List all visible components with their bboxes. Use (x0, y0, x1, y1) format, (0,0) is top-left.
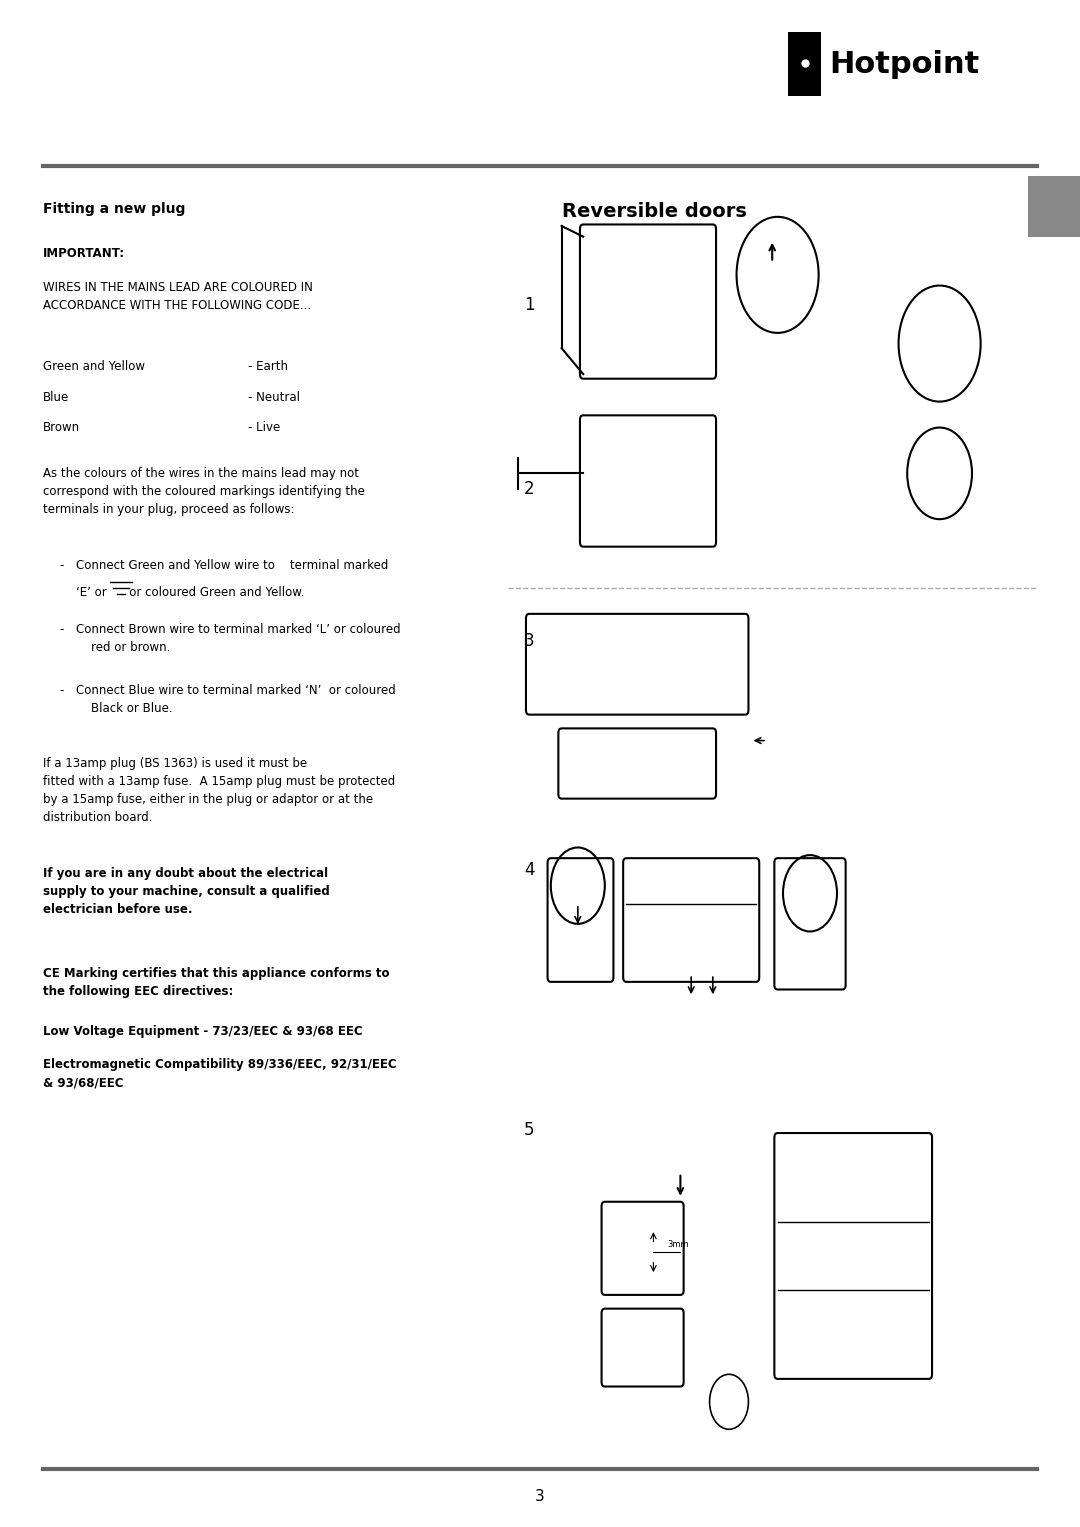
Text: IMPORTANT:: IMPORTANT: (43, 247, 125, 261)
Text: Green and Yellow: Green and Yellow (43, 360, 145, 374)
FancyBboxPatch shape (1028, 176, 1080, 237)
Text: Hotpoint: Hotpoint (829, 50, 980, 78)
Text: Electromagnetic Compatibility 89/336/EEC, 92/31/EEC
& 93/68/EEC: Electromagnetic Compatibility 89/336/EEC… (43, 1058, 396, 1089)
Text: Connect Blue wire to terminal marked ‘N’  or coloured
    Black or Blue.: Connect Blue wire to terminal marked ‘N’… (76, 684, 395, 715)
Text: - Neutral: - Neutral (248, 391, 300, 405)
Text: As the colours of the wires in the mains lead may not
correspond with the colour: As the colours of the wires in the mains… (43, 467, 365, 516)
Text: 3mm: 3mm (667, 1240, 689, 1249)
Text: 5: 5 (524, 1121, 535, 1139)
Text: 1: 1 (524, 296, 535, 315)
Text: ‘E’ or      or coloured Green and Yellow.: ‘E’ or or coloured Green and Yellow. (76, 586, 305, 600)
Text: If you are in any doubt about the electrical
supply to your machine, consult a q: If you are in any doubt about the electr… (43, 867, 330, 916)
Text: WIRES IN THE MAINS LEAD ARE COLOURED IN
ACCORDANCE WITH THE FOLLOWING CODE...: WIRES IN THE MAINS LEAD ARE COLOURED IN … (43, 281, 313, 312)
Text: - Live: - Live (248, 421, 281, 435)
Text: 4: 4 (524, 861, 535, 880)
Text: If a 13amp plug (BS 1363) is used it must be
fitted with a 13amp fuse.  A 15amp : If a 13amp plug (BS 1363) is used it mus… (43, 757, 395, 825)
Text: -: - (59, 559, 64, 573)
Text: Reversible doors: Reversible doors (562, 202, 746, 220)
Text: 3: 3 (524, 632, 535, 651)
FancyBboxPatch shape (788, 32, 821, 96)
Text: -: - (59, 623, 64, 637)
Text: Connect Brown wire to terminal marked ‘L’ or coloured
    red or brown.: Connect Brown wire to terminal marked ‘L… (76, 623, 401, 654)
Text: Low Voltage Equipment - 73/23/EEC & 93/68 EEC: Low Voltage Equipment - 73/23/EEC & 93/6… (43, 1025, 363, 1038)
Text: Connect Green and Yellow wire to    terminal marked: Connect Green and Yellow wire to termina… (76, 559, 388, 573)
Text: Blue: Blue (43, 391, 69, 405)
Text: CE Marking certifies that this appliance conforms to
the following EEC directive: CE Marking certifies that this appliance… (43, 967, 390, 997)
Text: Fitting a new plug: Fitting a new plug (43, 202, 186, 215)
Text: 2: 2 (524, 479, 535, 498)
Text: - Earth: - Earth (248, 360, 288, 374)
Text: Brown: Brown (43, 421, 80, 435)
Text: 3: 3 (535, 1489, 545, 1504)
Text: -: - (59, 684, 64, 698)
Text: GB: GB (1044, 200, 1064, 212)
